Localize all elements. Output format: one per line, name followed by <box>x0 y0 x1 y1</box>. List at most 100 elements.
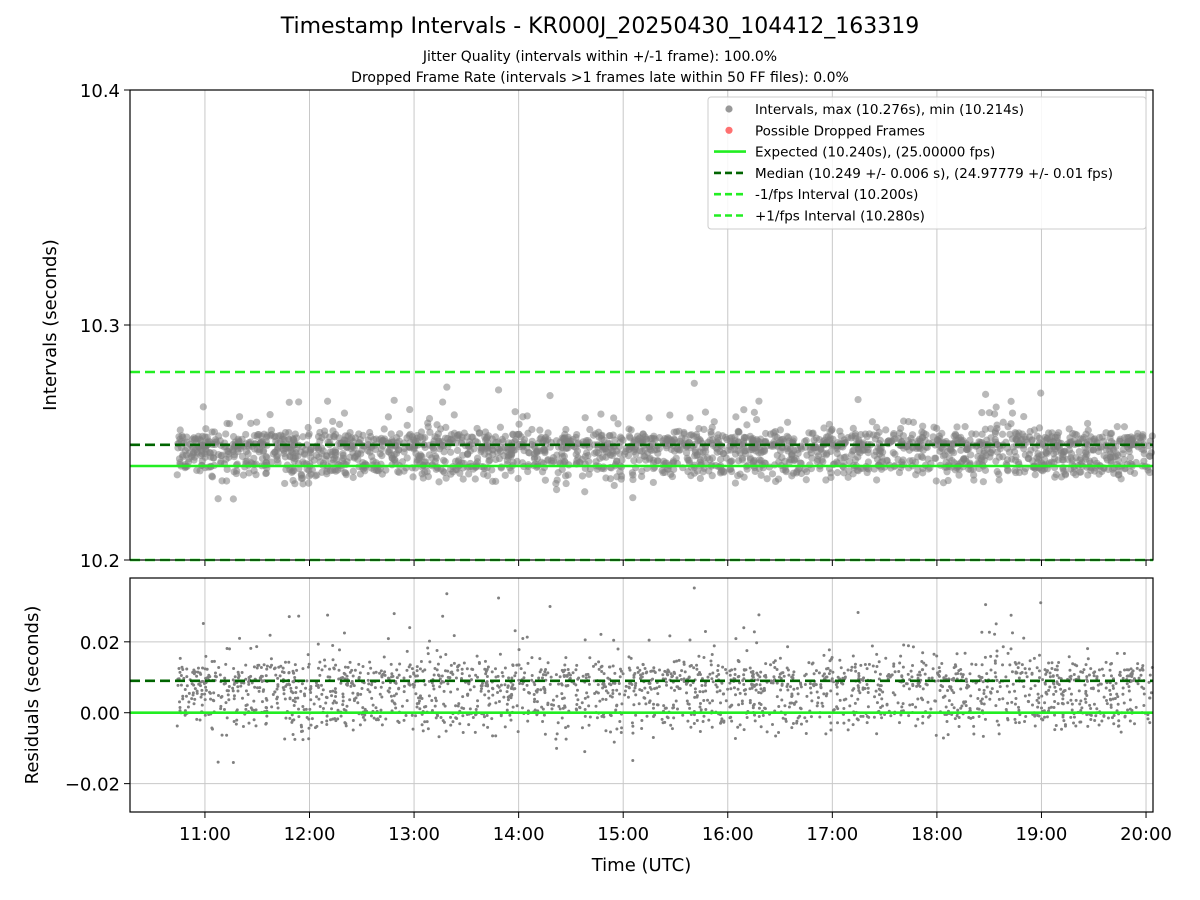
residual-point <box>633 671 637 675</box>
residual-point <box>199 680 203 684</box>
interval-point <box>998 430 1007 438</box>
interval-point <box>918 428 926 436</box>
residual-point <box>1040 694 1044 698</box>
interval-point <box>993 421 1001 429</box>
residual-point <box>219 704 223 708</box>
x-tick-label: 13:00 <box>388 824 440 845</box>
interval-point <box>541 446 549 454</box>
residual-point <box>398 662 402 666</box>
residual-point <box>1040 706 1044 710</box>
interval-point <box>670 465 678 474</box>
residual-point <box>719 719 723 723</box>
residual-point <box>685 699 689 703</box>
residual-point <box>1041 678 1045 682</box>
interval-point <box>184 458 192 466</box>
residual-point <box>780 682 784 686</box>
residual-point <box>616 647 620 651</box>
interval-point <box>738 454 746 462</box>
interval-point <box>562 425 570 434</box>
residual-point <box>718 689 722 693</box>
residual-point <box>564 656 568 660</box>
residual-point <box>1111 684 1115 688</box>
interval-point <box>285 428 293 437</box>
residual-point <box>262 663 266 667</box>
interval-point <box>1072 471 1080 479</box>
residual-point <box>307 726 311 730</box>
interval-point <box>653 445 661 454</box>
interval-point <box>515 420 523 428</box>
residual-point <box>652 715 656 719</box>
residual-point <box>914 724 918 728</box>
interval-point <box>232 469 240 478</box>
interval-point <box>247 419 255 427</box>
residual-point <box>669 672 673 676</box>
residual-point <box>187 691 191 695</box>
interval-point <box>1095 470 1103 478</box>
residual-point <box>1033 724 1037 728</box>
interval-point <box>346 453 354 461</box>
residual-point <box>682 679 686 683</box>
residual-point <box>928 714 932 718</box>
residual-point <box>308 707 312 711</box>
legend-box <box>707 96 1147 230</box>
residual-point <box>418 707 422 711</box>
residual-point <box>454 704 458 708</box>
interval-point <box>778 453 786 462</box>
residual-point <box>1122 701 1126 705</box>
residual-point <box>1063 723 1067 727</box>
residual-point <box>1005 684 1009 688</box>
residual-point <box>551 698 555 702</box>
residual-point <box>959 687 963 691</box>
residual-point <box>255 645 259 649</box>
interval-point <box>262 469 270 478</box>
interval-point <box>223 465 231 474</box>
residual-point <box>265 667 269 671</box>
residual-point <box>467 682 471 686</box>
residual-point <box>451 672 455 676</box>
interval-point <box>1146 452 1154 460</box>
residual-point <box>1043 715 1047 719</box>
residual-point <box>665 715 669 719</box>
residual-point <box>255 686 259 690</box>
residual-point <box>240 696 244 700</box>
residual-point <box>1093 670 1097 674</box>
residual-point <box>695 718 699 722</box>
interval-point <box>895 435 903 443</box>
residual-point <box>683 670 687 674</box>
residual-point <box>1038 676 1042 680</box>
residual-point <box>822 672 826 676</box>
residual-point <box>612 740 616 744</box>
residual-point <box>1014 671 1018 675</box>
residual-point <box>412 671 416 675</box>
residual-point <box>742 626 746 630</box>
residual-point <box>736 725 740 729</box>
residual-point <box>737 674 741 678</box>
residual-point <box>633 684 637 688</box>
residual-point <box>786 682 790 686</box>
residual-point <box>728 681 732 685</box>
interval-point <box>680 430 688 438</box>
jitter-quality-subtitle: Jitter Quality (intervals within +/-1 fr… <box>422 49 778 65</box>
residual-point <box>204 654 208 658</box>
interval-point <box>1043 450 1051 458</box>
interval-point <box>304 432 313 440</box>
residual-point <box>764 675 768 679</box>
residual-point <box>921 668 925 672</box>
interval-point <box>701 408 710 416</box>
residual-point <box>333 717 337 721</box>
residual-point <box>831 670 835 674</box>
interval-point <box>1146 437 1154 445</box>
residual-point <box>1125 682 1129 686</box>
residual-point <box>571 671 575 675</box>
residual-point <box>870 644 874 648</box>
residual-point <box>602 685 606 689</box>
residual-point <box>924 682 928 686</box>
residual-point <box>1121 676 1125 680</box>
residual-point <box>358 671 362 675</box>
residual-point <box>936 679 940 683</box>
x-tick-label: 17:00 <box>806 824 858 845</box>
residual-point <box>274 673 278 677</box>
residual-point <box>383 670 387 674</box>
interval-point <box>541 476 549 484</box>
